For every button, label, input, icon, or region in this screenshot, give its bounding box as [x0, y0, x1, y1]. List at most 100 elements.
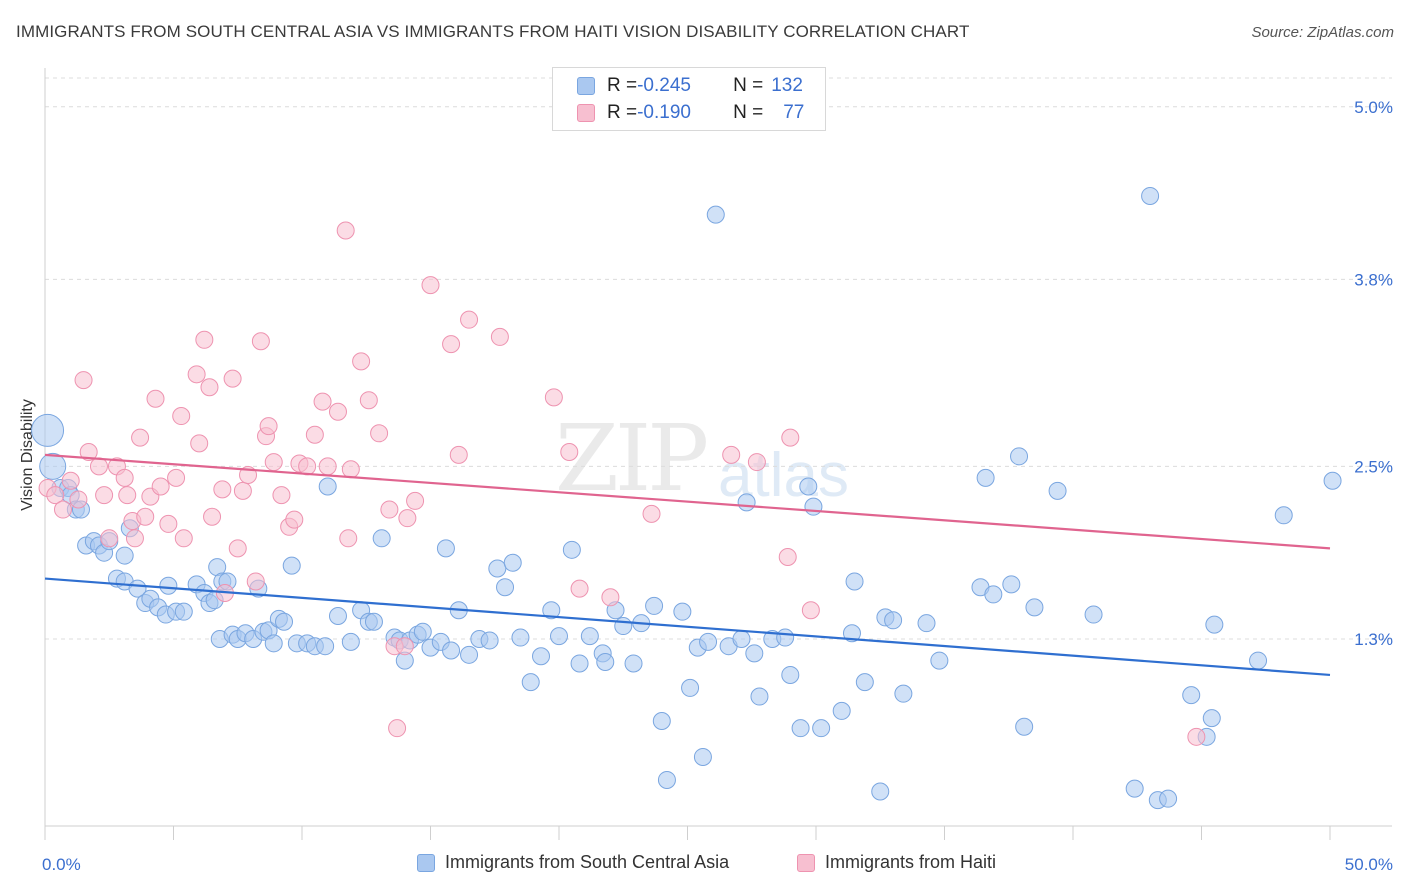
data-point-south-central-asia	[328, 606, 347, 625]
data-point-south-central-asia	[318, 477, 337, 496]
data-point-haiti	[187, 365, 206, 384]
data-point-south-central-asia	[436, 539, 455, 558]
data-point-south-central-asia	[845, 572, 864, 591]
data-point-haiti	[339, 529, 358, 548]
data-point-haiti	[318, 457, 337, 476]
data-point-haiti	[560, 443, 579, 461]
data-point-south-central-asia	[264, 634, 283, 653]
data-point-haiti	[118, 486, 137, 505]
data-point-south-central-asia	[706, 205, 725, 224]
data-point-south-central-asia	[521, 673, 540, 692]
grid-lines	[45, 77, 1392, 640]
data-point-haiti	[544, 388, 563, 407]
data-point-south-central-asia	[282, 556, 301, 575]
data-point-haiti	[223, 369, 242, 388]
data-point-haiti	[352, 352, 371, 371]
data-point-haiti	[305, 425, 324, 444]
legend-n-value: 132	[771, 75, 803, 96]
data-point-haiti	[642, 504, 661, 523]
data-point-haiti	[370, 424, 389, 443]
legend-swatch-blue	[577, 77, 595, 95]
data-point-haiti	[79, 443, 98, 461]
data-point-south-central-asia	[750, 687, 769, 706]
data-point-south-central-asia	[737, 493, 756, 512]
data-point-haiti	[53, 500, 72, 519]
data-point-south-central-asia	[871, 782, 890, 801]
data-point-south-central-asia	[39, 452, 67, 480]
trend-line-haiti	[44, 453, 1331, 550]
data-point-haiti	[398, 509, 417, 528]
data-point-south-central-asia	[1182, 686, 1201, 705]
data-point-haiti	[195, 330, 214, 349]
data-point-haiti	[341, 460, 360, 479]
legend-n-value: 77	[783, 102, 805, 123]
data-point-south-central-asia	[562, 540, 581, 559]
data-point-south-central-asia	[488, 559, 507, 578]
data-point-south-central-asia	[614, 617, 633, 636]
data-point-haiti	[61, 471, 80, 490]
data-point-haiti	[69, 490, 88, 509]
y-tick-label: 3.8%	[1354, 270, 1393, 289]
data-point-south-central-asia	[930, 651, 949, 670]
data-point-south-central-asia	[550, 627, 568, 646]
bottom-legend-swatch-pink	[797, 853, 815, 872]
data-point-haiti	[151, 477, 170, 496]
data-point-haiti	[747, 453, 766, 472]
data-point-south-central-asia	[1025, 598, 1044, 617]
data-point-haiti	[264, 453, 283, 472]
legend-r-label: R =	[607, 102, 638, 123]
data-point-haiti	[421, 276, 440, 295]
data-point-haiti	[449, 445, 468, 464]
data-point-south-central-asia	[624, 654, 643, 673]
data-point-haiti	[395, 637, 414, 656]
data-point-haiti	[722, 445, 741, 464]
source-credit: Source: ZipAtlas.com	[1251, 24, 1394, 41]
data-point-south-central-asia	[1048, 481, 1067, 500]
data-point-south-central-asia	[1010, 447, 1029, 466]
data-point-south-central-asia	[460, 645, 479, 664]
data-point-south-central-asia	[1141, 186, 1160, 205]
data-point-south-central-asia	[673, 602, 692, 621]
data-point-south-central-asia	[1159, 789, 1178, 808]
data-point-south-central-asia	[503, 553, 522, 572]
axes	[44, 68, 1392, 840]
bottom-legend-south-central-asia: Immigrants from South Central Asia	[417, 852, 729, 873]
data-point-south-central-asia	[496, 578, 515, 597]
bottom-legend-label: Immigrants from South Central Asia	[445, 852, 730, 872]
data-point-haiti	[359, 391, 378, 410]
x-tick-label: 0.0%	[42, 855, 81, 874]
data-point-south-central-asia	[542, 601, 561, 620]
data-point-haiti	[259, 417, 278, 436]
data-point-haiti	[172, 407, 191, 426]
data-point-haiti	[228, 539, 247, 558]
data-point-south-central-asia	[745, 644, 764, 663]
correlation-legend: R = -0.245 N = 132 R = -0.190 N = 77	[552, 67, 826, 131]
data-point-south-central-asia	[804, 497, 823, 516]
data-point-haiti	[285, 510, 304, 529]
data-point-haiti	[406, 491, 425, 510]
data-point-south-central-asia	[855, 673, 874, 692]
data-point-haiti	[115, 468, 134, 487]
legend-r-value: -0.190	[637, 102, 691, 123]
data-point-south-central-asia	[791, 719, 810, 738]
data-point-haiti	[778, 548, 797, 567]
y-tick-label: 2.5%	[1354, 457, 1393, 476]
data-point-haiti	[136, 507, 155, 526]
data-point-south-central-asia	[364, 612, 383, 631]
data-point-haiti	[46, 486, 65, 505]
data-point-haiti	[336, 221, 355, 240]
data-point-south-central-asia	[917, 614, 936, 633]
series-haiti-points	[38, 221, 1206, 746]
data-point-south-central-asia	[799, 477, 818, 496]
data-point-haiti	[272, 486, 291, 505]
data-point-south-central-asia	[645, 596, 664, 615]
data-point-south-central-asia	[894, 684, 913, 703]
data-point-haiti	[781, 428, 800, 447]
data-point-south-central-asia	[1202, 709, 1221, 728]
data-point-haiti	[200, 378, 219, 397]
data-point-haiti	[89, 457, 108, 476]
data-point-haiti	[246, 572, 265, 591]
tick-labels: 1.3% 2.5% 3.8% 5.0% 0.0% 50.0%	[42, 98, 1393, 874]
data-point-south-central-asia	[275, 612, 294, 631]
